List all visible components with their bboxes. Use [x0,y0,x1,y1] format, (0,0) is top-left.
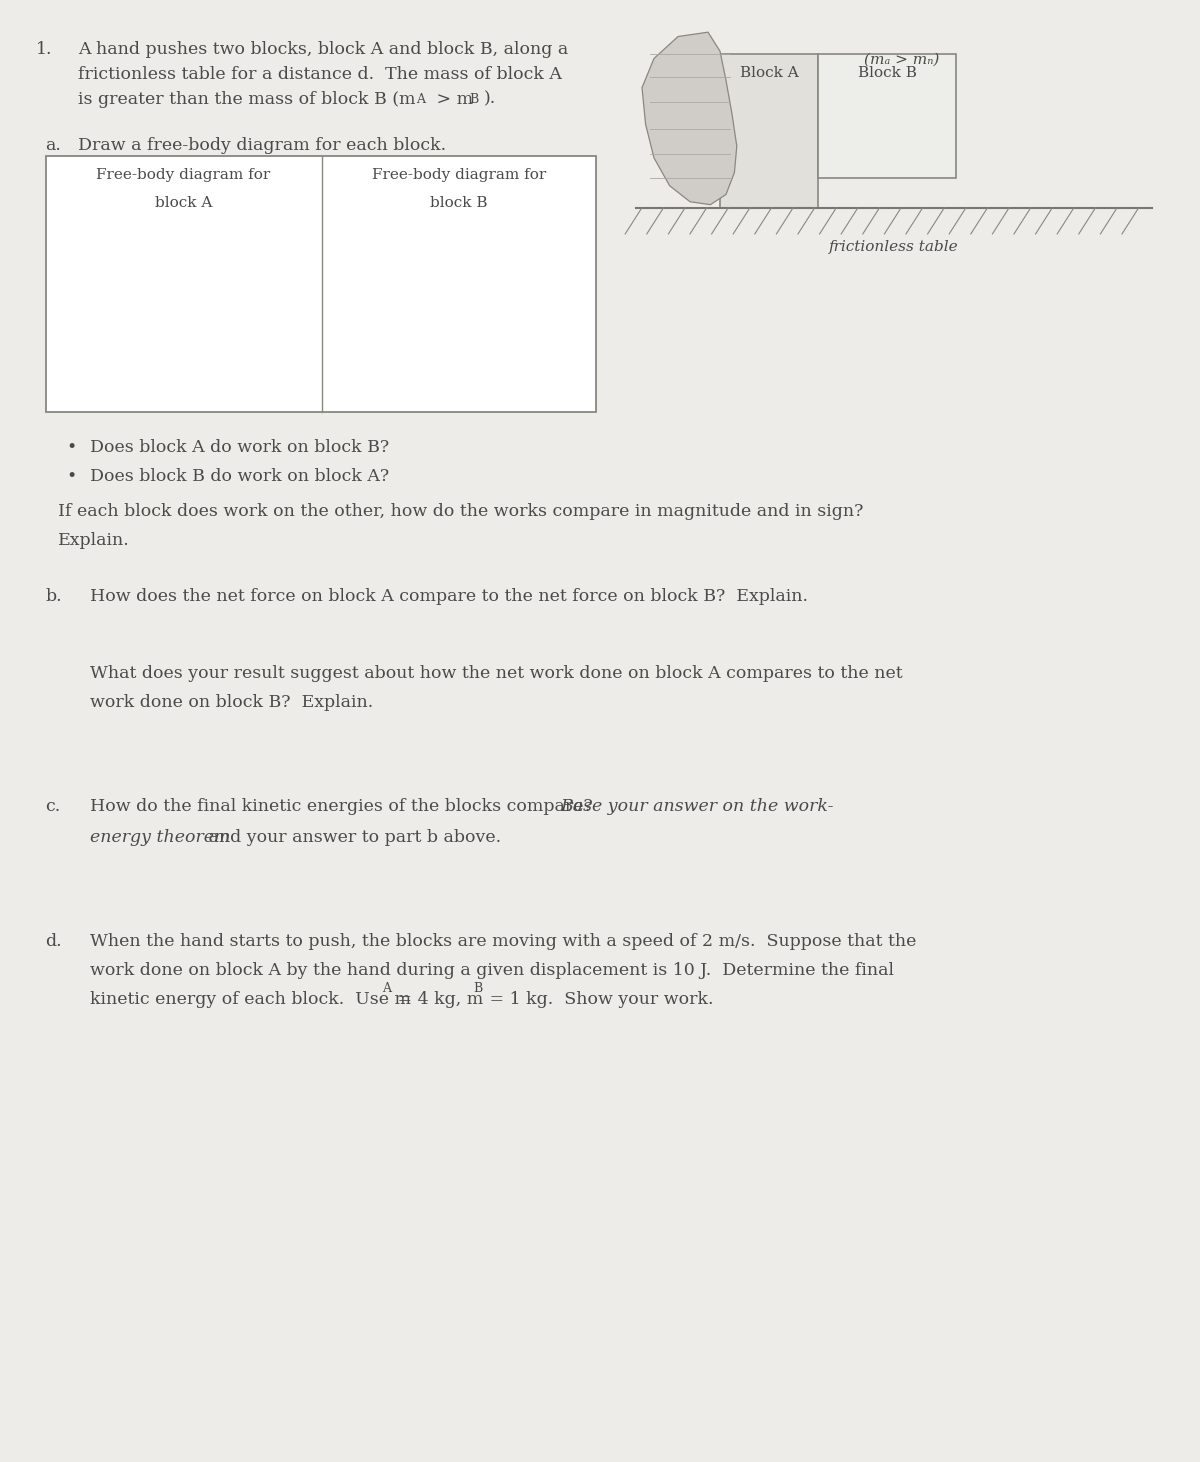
Text: a.: a. [46,137,61,155]
Text: •: • [66,439,77,456]
Text: A: A [416,94,425,105]
Text: Draw a free-body diagram for each block.: Draw a free-body diagram for each block. [78,137,446,155]
Bar [46,156,596,412]
Text: •: • [66,468,77,485]
Text: Block A: Block A [740,66,798,80]
Text: block A: block A [155,196,212,211]
Text: B: B [474,982,482,996]
Text: Does block A do work on block B?: Does block A do work on block B? [90,439,389,456]
Text: work done on block B?  Explain.: work done on block B? Explain. [90,694,373,712]
Text: is greater than the mass of block B (m: is greater than the mass of block B (m [78,91,415,108]
FancyBboxPatch shape [818,54,956,178]
Text: = 1 kg.  Show your work.: = 1 kg. Show your work. [485,991,714,1009]
Text: What does your result suggest about how the net work done on block A compares to: What does your result suggest about how … [90,665,902,683]
Text: Block B: Block B [858,66,917,80]
Text: energy theorem: energy theorem [90,829,230,846]
FancyBboxPatch shape [720,54,818,208]
Text: c.: c. [46,798,61,816]
Text: If each block does work on the other, how do the works compare in magnitude and : If each block does work on the other, ho… [58,503,863,520]
Text: = 4 kg, m: = 4 kg, m [392,991,484,1009]
Polygon shape [642,32,737,205]
Text: > m: > m [431,91,473,108]
Text: How does the net force on block A compare to the net force on block B?  Explain.: How does the net force on block A compar… [90,588,808,605]
Text: B: B [469,94,479,105]
Text: Does block B do work on block A?: Does block B do work on block A? [90,468,389,485]
Text: Free-body diagram for: Free-body diagram for [372,168,546,183]
Text: kinetic energy of each block.  Use m: kinetic energy of each block. Use m [90,991,410,1009]
Text: A: A [382,982,391,996]
Text: b.: b. [46,588,62,605]
Text: Free-body diagram for: Free-body diagram for [96,168,271,183]
Text: Base your answer on the work-: Base your answer on the work- [560,798,833,816]
Text: When the hand starts to push, the blocks are moving with a speed of 2 m/s.  Supp: When the hand starts to push, the blocks… [90,933,917,950]
Text: Explain.: Explain. [58,532,130,550]
Text: work done on block A by the hand during a given displacement is 10 J.  Determine: work done on block A by the hand during … [90,962,894,980]
Text: frictionless table: frictionless table [829,240,959,254]
Text: How do the final kinetic energies of the blocks compare?: How do the final kinetic energies of the… [90,798,604,816]
Text: A hand pushes two blocks, block A and block B, along a: A hand pushes two blocks, block A and bl… [78,41,569,58]
Text: and your answer to part b above.: and your answer to part b above. [203,829,502,846]
Text: d.: d. [46,933,62,950]
Text: ).: ). [484,91,496,108]
Text: block B: block B [431,196,487,211]
Text: frictionless table for a distance d.  The mass of block A: frictionless table for a distance d. The… [78,66,562,83]
Text: (mₐ > mₙ): (mₐ > mₙ) [864,53,940,67]
Text: 1.: 1. [36,41,53,58]
